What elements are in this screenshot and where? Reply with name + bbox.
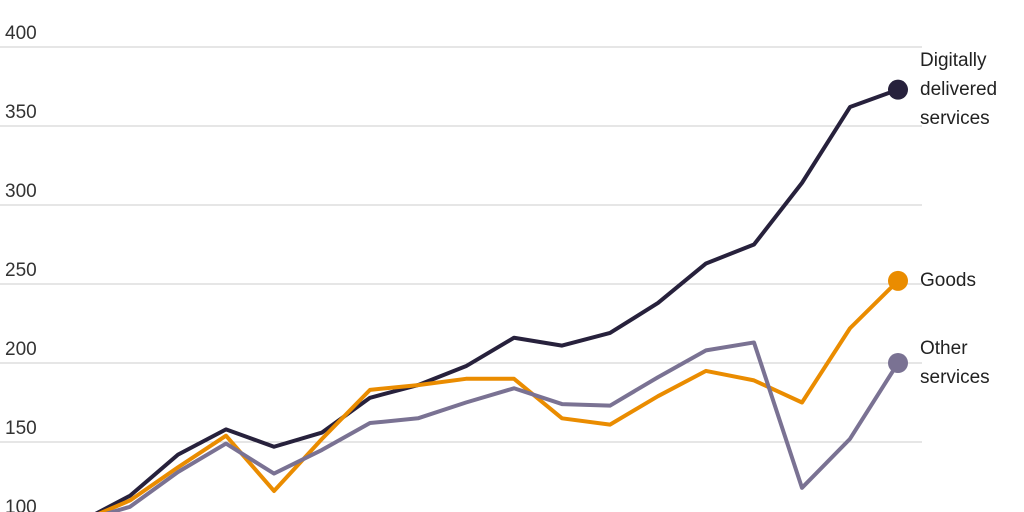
y-tick-label: 350: [5, 102, 37, 123]
y-tick-label: 200: [5, 339, 37, 360]
legend-label: Other services: [920, 338, 990, 388]
end-point: [888, 79, 908, 100]
series-line: [105, 340, 900, 512]
y-tick-label: 400: [5, 23, 37, 44]
legend-label: Digitally delivered services: [920, 50, 998, 130]
y-tick-label: 100: [5, 497, 37, 512]
y-tick-label: 150: [5, 418, 37, 439]
end-point: [888, 270, 908, 291]
series-line: [97, 279, 900, 512]
series-line: [94, 87, 899, 512]
legend-label: Goods: [920, 270, 976, 292]
y-tick-label: 300: [5, 181, 37, 202]
end-point: [888, 353, 908, 373]
y-tick-label: 250: [5, 260, 37, 281]
